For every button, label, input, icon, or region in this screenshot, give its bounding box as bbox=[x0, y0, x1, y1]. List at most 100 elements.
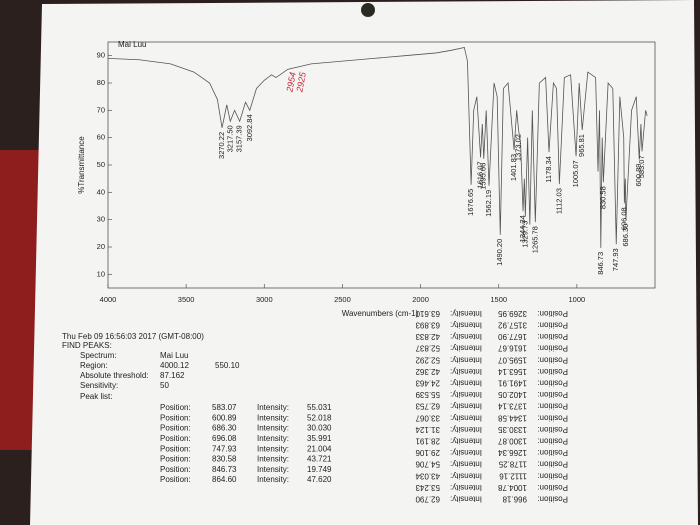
x-tick-label: 1000 bbox=[569, 295, 586, 304]
intensity-value: 30.030 bbox=[307, 424, 332, 433]
y-tick-label: 70 bbox=[97, 105, 105, 114]
intensity-label: Intensity: bbox=[450, 483, 482, 492]
position-label: Position: bbox=[537, 494, 568, 503]
x-tick-label: 3500 bbox=[178, 295, 195, 304]
position-value: 1402.05 bbox=[498, 390, 527, 399]
intensity-label: Intensity: bbox=[450, 378, 482, 387]
position-label: Position: bbox=[537, 390, 568, 399]
x-tick-label: 4000 bbox=[100, 295, 117, 304]
intensity-label: Intensity: bbox=[257, 434, 289, 443]
intensity-label: Intensity: bbox=[257, 413, 289, 422]
intensity-label: Intensity: bbox=[450, 344, 482, 353]
intensity-value: 31.124 bbox=[415, 425, 440, 434]
y-axis-label: %Transmittance bbox=[77, 136, 86, 194]
field-label: Spectrum: bbox=[80, 351, 116, 360]
intensity-value: 55.031 bbox=[307, 403, 332, 412]
peak-label: 3270.22 bbox=[217, 132, 226, 159]
peak-label: 1373.02 bbox=[514, 134, 523, 161]
intensity-label: Intensity: bbox=[450, 402, 482, 411]
peak-label: 583.07 bbox=[637, 155, 646, 178]
intensity-value: 55.539 bbox=[415, 390, 440, 399]
position-label: Position: bbox=[537, 402, 568, 411]
position-value: 966.18 bbox=[502, 494, 527, 503]
handwritten-label: 2954 bbox=[284, 71, 298, 93]
intensity-value: 52.837 bbox=[415, 344, 440, 353]
x-tick-label: 2500 bbox=[334, 295, 351, 304]
x-axis-label: Wavenumbers (cm-1) bbox=[342, 309, 419, 318]
peak-label: 1329.73 bbox=[520, 221, 529, 248]
field-value: 4000.12 bbox=[160, 361, 189, 370]
position-label: Position: bbox=[537, 483, 568, 492]
position-label: Position: bbox=[160, 424, 191, 433]
position-label: Position: bbox=[537, 378, 568, 387]
position-label: Position: bbox=[537, 448, 568, 457]
field-label: Sensitivity: bbox=[80, 381, 118, 390]
x-tick-label: 3000 bbox=[256, 295, 273, 304]
x-tick-label: 2000 bbox=[412, 295, 429, 304]
position-label: Position: bbox=[537, 436, 568, 445]
peak-label: 1178.34 bbox=[544, 156, 553, 183]
position-value: 696.08 bbox=[212, 434, 237, 443]
intensity-label: Intensity: bbox=[450, 332, 482, 341]
intensity-value: 47.620 bbox=[307, 475, 332, 484]
intensity-label: Intensity: bbox=[450, 309, 482, 318]
position-label: Position: bbox=[160, 465, 191, 474]
position-label: Position: bbox=[537, 413, 568, 422]
position-value: 830.58 bbox=[212, 455, 237, 464]
field-value: 87.162 bbox=[160, 371, 185, 380]
peak-label: 846.73 bbox=[596, 252, 605, 275]
peak-label: 830.58 bbox=[598, 186, 607, 209]
peak-label: 1490.20 bbox=[495, 239, 504, 266]
intensity-value: 19.749 bbox=[307, 465, 332, 474]
intensity-label: Intensity: bbox=[450, 494, 482, 503]
heading: FIND PEAKS: bbox=[62, 341, 112, 350]
intensity-value: 54.706 bbox=[415, 460, 440, 469]
position-value: 1344.58 bbox=[498, 413, 527, 422]
intensity-value: 43.034 bbox=[415, 471, 440, 480]
intensity-value: 42.362 bbox=[415, 367, 440, 376]
position-label: Position: bbox=[537, 332, 568, 341]
position-label: Position: bbox=[160, 413, 191, 422]
position-value: 600.89 bbox=[212, 413, 237, 422]
x-tick-label: 1500 bbox=[490, 295, 507, 304]
position-value: 3269.95 bbox=[498, 309, 527, 318]
position-value: 1595.07 bbox=[498, 355, 527, 364]
position-value: 846.73 bbox=[212, 465, 237, 474]
peak-label: 965.81 bbox=[577, 134, 586, 157]
position-value: 1300.87 bbox=[498, 436, 527, 445]
intensity-label: Intensity: bbox=[450, 355, 482, 364]
intensity-value: 62.753 bbox=[415, 402, 440, 411]
peak-label: 1616.07 bbox=[476, 161, 485, 188]
timestamp: Thu Feb 09 16:56:03 2017 (GMT-08:00) bbox=[62, 332, 204, 341]
intensity-value: 21.004 bbox=[307, 444, 332, 453]
peak-label: 1595.66 bbox=[479, 163, 488, 190]
peak-label: 1005.07 bbox=[571, 160, 580, 187]
intensity-label: Intensity: bbox=[450, 460, 482, 469]
intensity-value: 35.991 bbox=[307, 434, 332, 443]
peak-label: 696.08 bbox=[619, 207, 628, 230]
position-value: 1616.67 bbox=[498, 344, 527, 353]
field-label: Absolute threshold: bbox=[80, 371, 149, 380]
position-label: Position: bbox=[160, 434, 191, 443]
intensity-value: 63.610 bbox=[415, 309, 440, 318]
position-value: 864.60 bbox=[212, 475, 237, 484]
position-value: 1004.78 bbox=[498, 483, 527, 492]
position-label: Position: bbox=[160, 403, 191, 412]
intensity-label: Intensity: bbox=[450, 471, 482, 480]
field-label: Peak list: bbox=[80, 392, 112, 401]
intensity-label: Intensity: bbox=[257, 403, 289, 412]
intensity-value: 62.790 bbox=[415, 494, 440, 503]
position-value: 1677.90 bbox=[498, 332, 527, 341]
spectrum-line bbox=[107, 46, 648, 248]
position-value: 1491.91 bbox=[498, 378, 527, 387]
intensity-label: Intensity: bbox=[450, 448, 482, 457]
peak-label: 1112.03 bbox=[554, 188, 563, 214]
position-value: 1373.14 bbox=[498, 402, 527, 411]
paper bbox=[30, 0, 698, 525]
position-value: 1330.35 bbox=[498, 425, 527, 434]
intensity-value: 33.067 bbox=[415, 413, 440, 422]
intensity-label: Intensity: bbox=[257, 475, 289, 484]
position-label: Position: bbox=[537, 344, 568, 353]
y-tick-label: 30 bbox=[97, 215, 105, 224]
intensity-label: Intensity: bbox=[450, 320, 482, 329]
